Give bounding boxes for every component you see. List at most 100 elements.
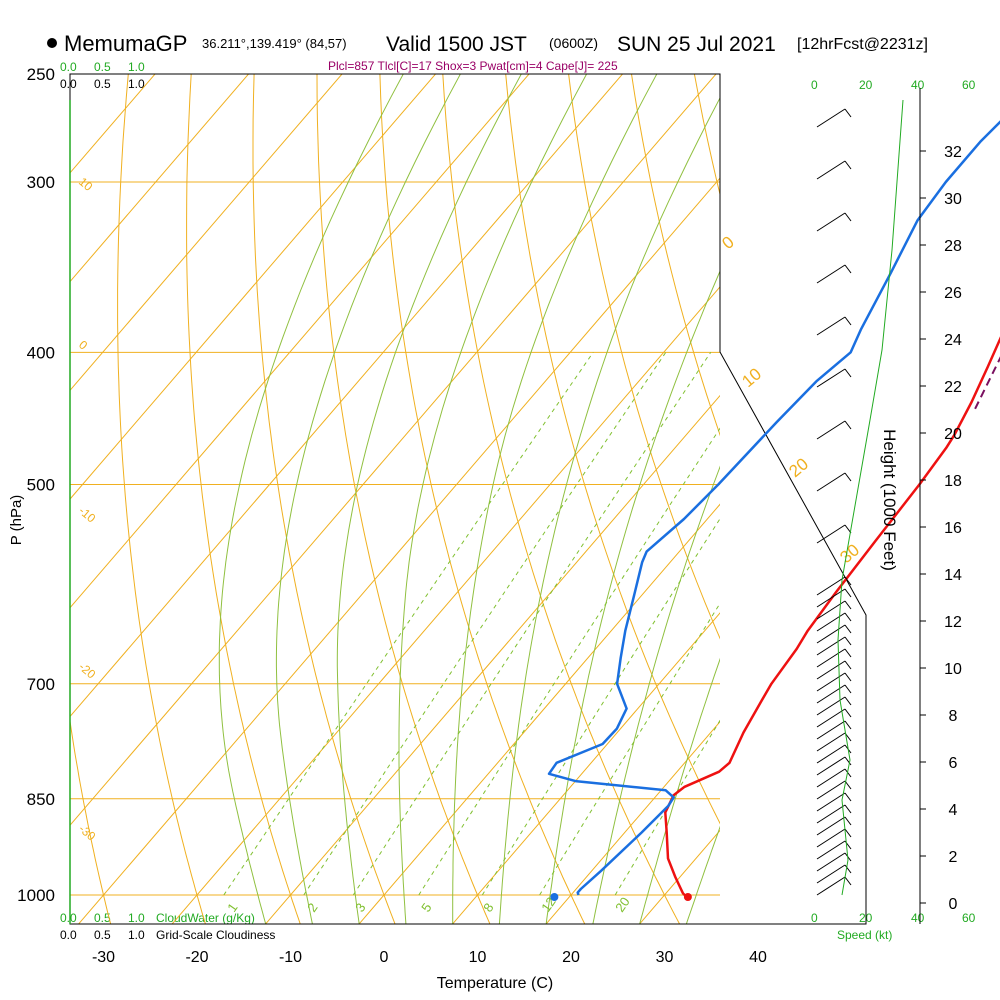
wind-barb-flag bbox=[844, 212, 852, 222]
height-tick-label: 28 bbox=[944, 238, 962, 255]
model-name: MemumaGP bbox=[64, 31, 187, 56]
isotherm-line bbox=[358, 503, 720, 924]
wind-barb bbox=[816, 212, 846, 232]
moist-adiabat bbox=[398, 74, 588, 924]
wind-barb bbox=[816, 660, 846, 680]
y-axis-label: P (hPa) bbox=[8, 495, 25, 546]
isotherm-line bbox=[70, 74, 530, 609]
moist-adiabat-label: 0 bbox=[718, 232, 737, 253]
wind-barb bbox=[816, 160, 846, 180]
wind-barb bbox=[816, 708, 846, 728]
dry-adiabat bbox=[505, 74, 720, 825]
pressure-tick-250: 250 bbox=[27, 65, 55, 84]
coords: 36.211°,139.419° (84,57) bbox=[202, 36, 347, 51]
dry-adiabat bbox=[117, 74, 206, 924]
height-tick-label: 22 bbox=[944, 379, 962, 396]
moist-adiabat bbox=[592, 465, 720, 924]
cw-top-0: 0.0 bbox=[60, 60, 77, 74]
wind-barb bbox=[816, 744, 846, 764]
spd-bot-3: 60 bbox=[962, 911, 976, 925]
temperature-tick: -10 bbox=[279, 949, 302, 966]
isotherm-line bbox=[265, 394, 720, 924]
height-tick-label: 10 bbox=[944, 661, 962, 678]
wind-barb-flag bbox=[844, 768, 852, 778]
temperature-tick: 40 bbox=[749, 949, 767, 966]
cl-top-0: 0.0 bbox=[60, 77, 77, 91]
wind-barb-flag bbox=[844, 804, 852, 814]
utc-time: (0600Z) bbox=[549, 35, 598, 51]
dry-adiabat-label: -20 bbox=[76, 660, 99, 682]
cw-top-2: 1.0 bbox=[128, 60, 145, 74]
moist-adiabat bbox=[336, 74, 522, 924]
moist-adiabat bbox=[498, 96, 720, 924]
valid-date: SUN 25 Jul 2021 bbox=[617, 33, 776, 56]
wind-barb bbox=[816, 576, 846, 596]
isotherm-line bbox=[70, 74, 437, 500]
wind-speed-line bbox=[837, 99, 904, 896]
mixing-ratio-line bbox=[303, 352, 667, 896]
cloudiness-scale-top: 0.0 0.5 1.0 bbox=[60, 77, 145, 91]
speed-scale-bottom: 0 20 40 60 Speed (kt) bbox=[811, 911, 976, 942]
x-axis-label: Temperature (C) bbox=[437, 975, 553, 992]
height-tick-label: 30 bbox=[944, 191, 962, 208]
cw-bot-0: 0.0 bbox=[60, 911, 77, 925]
wind-barb bbox=[816, 612, 846, 632]
wind-barb bbox=[816, 368, 846, 388]
height-tick-label: 18 bbox=[944, 473, 962, 490]
pressure-tick-1000: 1000 bbox=[17, 886, 55, 905]
dry-adiabat-label: -10 bbox=[76, 504, 99, 526]
dry-adiabat bbox=[186, 74, 301, 924]
background-lines bbox=[0, 50, 1000, 924]
dry-adiabat bbox=[379, 74, 586, 924]
cloudwater-scale-top: 0.0 0.5 1.0 bbox=[60, 60, 145, 74]
spd-bot-2: 40 bbox=[911, 911, 925, 925]
cw-bot-1: 0.5 bbox=[94, 911, 111, 925]
height-tick-label: 12 bbox=[944, 614, 962, 631]
wind-barb-flag bbox=[844, 756, 852, 766]
dry-adiabat bbox=[815, 50, 1000, 924]
wind-barb-flag bbox=[844, 368, 852, 378]
wind-barb bbox=[816, 624, 846, 644]
cloudiness-scale-bottom: 0.0 0.5 1.0 Grid-Scale Cloudiness bbox=[60, 928, 275, 942]
dry-adiabat bbox=[0, 50, 16, 924]
mixing-ratio-line bbox=[418, 427, 720, 896]
wind-barb-flag bbox=[844, 108, 852, 118]
isotherm-line bbox=[70, 74, 624, 718]
spd-top-2: 40 bbox=[911, 78, 925, 92]
wind-barb bbox=[816, 636, 846, 656]
wind-barb-flag bbox=[844, 828, 852, 838]
isotherm-line bbox=[70, 74, 343, 392]
wind-barbs bbox=[816, 108, 852, 896]
indices-line: Plcl=857 Tlcl[C]=17 Shox=3 Pwat[cm]=4 Ca… bbox=[328, 59, 618, 73]
temperature-tick: -30 bbox=[92, 949, 115, 966]
temperature-tick: 0 bbox=[380, 949, 389, 966]
wind-barb bbox=[816, 876, 846, 896]
wind-barb bbox=[816, 316, 846, 336]
forecast-label: [12hrFcst@2231z] bbox=[797, 36, 928, 53]
isotherm-line bbox=[70, 74, 717, 826]
speed-scale-top: 0 20 40 60 bbox=[811, 78, 976, 92]
cw-top-1: 0.5 bbox=[94, 60, 111, 74]
height-tick-label: 14 bbox=[944, 567, 962, 584]
mixing-ratio-label: 5 bbox=[418, 900, 434, 915]
wind-barb bbox=[816, 684, 846, 704]
dry-adiabat bbox=[752, 50, 1000, 924]
surface-temperature-dot bbox=[683, 893, 692, 901]
height-tick-label: 0 bbox=[949, 896, 958, 913]
spd-bot-0: 0 bbox=[811, 911, 818, 925]
surface-dewpoint-dot bbox=[550, 893, 559, 901]
height-tick-label: 2 bbox=[949, 849, 958, 866]
wind-barb bbox=[816, 804, 846, 824]
mixing-ratio-line bbox=[614, 719, 720, 896]
dry-adiabat-label: -30 bbox=[76, 822, 99, 844]
moist-adiabat-label: 10 bbox=[738, 364, 765, 391]
dry-adiabat bbox=[442, 74, 680, 924]
moist-adiabat bbox=[545, 269, 720, 924]
parcel-line bbox=[974, 356, 1000, 410]
isotherm-line bbox=[452, 612, 720, 924]
spd-top-3: 60 bbox=[962, 78, 976, 92]
spd-top-0: 0 bbox=[811, 78, 818, 92]
height-tick-label: 32 bbox=[944, 144, 962, 161]
wind-barb bbox=[816, 780, 846, 800]
